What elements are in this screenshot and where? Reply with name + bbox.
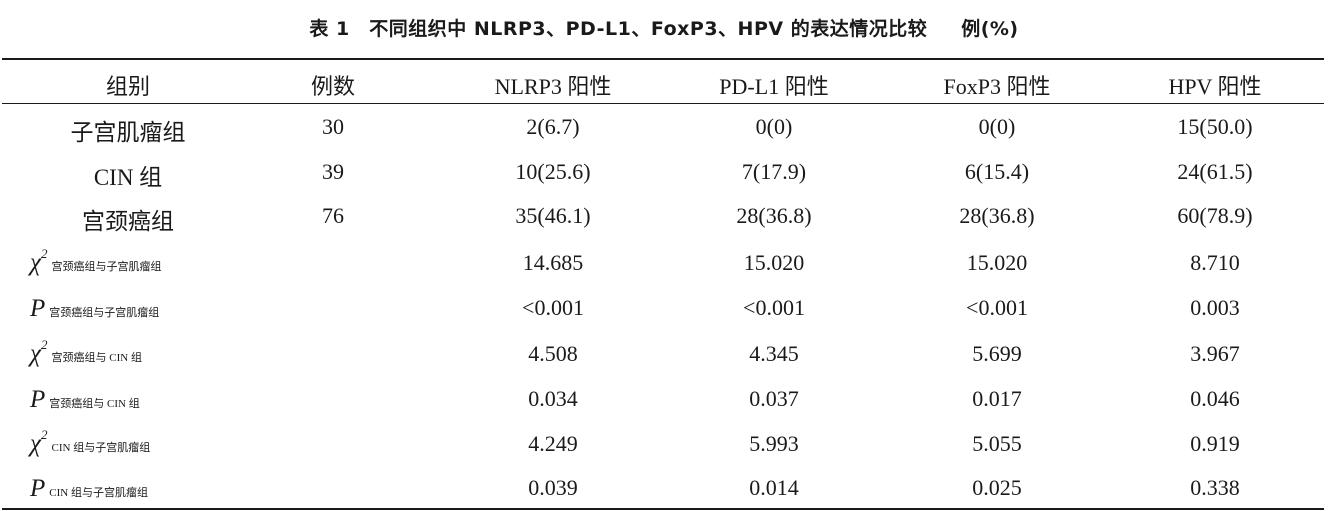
nlrp3-value: 4.249 [528,431,578,456]
header-rule [2,103,1324,104]
table-caption: 表 1 不同组织中 NLRP3、PD-L1、FoxP3、HPV 的表达情况比较 例… [0,14,1328,41]
stat-label: P 宫颈癌组与子宫肌瘤组 [30,295,160,322]
foxp3-value: 0.017 [972,386,1022,411]
nlrp3-value: 10(25.6) [515,159,591,184]
nlrp3-value: 35(46.1) [515,203,591,228]
nlrp3-value: <0.001 [522,295,584,320]
pdl1-value: 15.020 [743,250,805,275]
foxp3-value: 5.055 [972,431,1022,456]
foxp3-value: 28(36.8) [959,203,1035,228]
pdl1-value: 0.014 [749,475,799,500]
hpv-value: 15(50.0) [1177,114,1253,139]
nlrp3-value: 14.685 [522,250,584,275]
stat-label: P CIN 组与子宫肌瘤组 [30,475,148,502]
pdl1-value: 5.993 [749,431,799,456]
foxp3-value: 0.025 [972,475,1022,500]
header-group: 组别 [105,74,151,99]
header-pdl1: PD-L1 阳性 [719,74,829,99]
top-rule [2,58,1324,60]
hpv-value: 24(61.5) [1177,159,1253,184]
stat-label: χ2CIN 组与子宫肌瘤组 [30,427,151,457]
foxp3-value: 0(0) [978,114,1016,139]
nlrp3-value: 2(6.7) [526,114,580,139]
hpv-value: 0.046 [1190,386,1240,411]
pdl1-value: <0.001 [743,295,805,320]
header-foxp3: FoxP3 阳性 [943,74,1051,99]
hpv-value: 8.710 [1190,250,1240,275]
group-name: CIN 组 [93,165,163,190]
nlrp3-value: 0.039 [528,475,578,500]
hpv-value: 60(78.9) [1177,203,1253,228]
pdl1-value: 28(36.8) [736,203,812,228]
pdl1-value: 7(17.9) [741,159,807,184]
table-title: 表 1 不同组织中 NLRP3、PD-L1、FoxP3、HPV 的表达情况比较 [309,18,928,40]
group-count: 76 [322,203,344,228]
pdl1-value: 4.345 [749,341,799,366]
group-count: 30 [322,114,344,139]
pdl1-value: 0(0) [755,114,793,139]
stat-label: χ2宫颈癌组与子宫肌瘤组 [30,246,162,276]
hpv-value: 0.338 [1190,475,1240,500]
foxp3-value: 15.020 [966,250,1028,275]
table-unit: 例(%) [961,18,1019,40]
hpv-value: 0.003 [1190,295,1240,320]
group-name: 宫颈癌组 [82,209,174,234]
header-nlrp3: NLRP3 阳性 [494,74,612,99]
hpv-value: 0.919 [1190,431,1240,456]
header-count: 例数 [310,74,356,99]
group-count: 39 [322,159,344,184]
nlrp3-value: 0.034 [528,386,578,411]
nlrp3-value: 4.508 [528,341,578,366]
foxp3-value: 6(15.4) [964,159,1030,184]
foxp3-value: 5.699 [972,341,1022,366]
stat-label: P 宫颈癌组与 CIN 组 [30,386,140,413]
foxp3-value: <0.001 [966,295,1028,320]
header-hpv: HPV 阳性 [1168,74,1262,99]
stat-label: χ2宫颈癌组与 CIN 组 [30,337,142,367]
pdl1-value: 0.037 [749,386,799,411]
hpv-value: 3.967 [1190,341,1240,366]
group-name: 子宫肌瘤组 [70,120,186,145]
bottom-rule [2,508,1324,510]
